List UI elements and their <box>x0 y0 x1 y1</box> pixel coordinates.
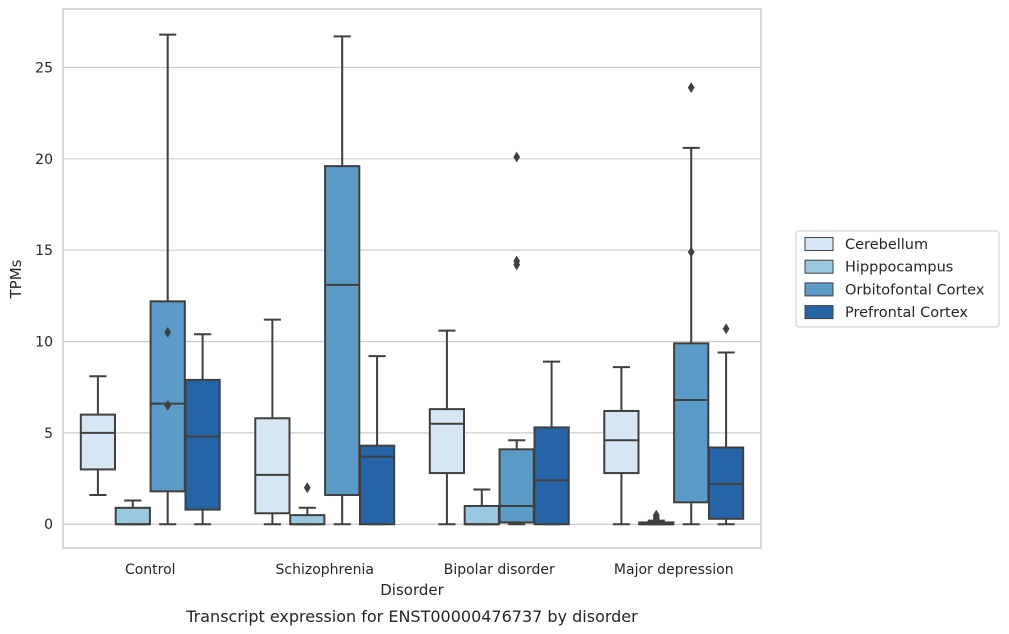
legend: Cerebellum Hipppocampus Orbitofontal Corte… <box>795 230 1000 328</box>
box-group <box>254 318 291 526</box>
outlier-point <box>687 246 695 258</box>
legend-swatch <box>804 305 834 320</box>
legend-frame <box>795 230 1000 328</box>
legend-label: Prefrontal Cortex <box>845 305 968 321</box>
y-tick-label: 10 <box>35 335 53 351</box>
plot-frame <box>62 8 762 549</box>
box-group <box>184 333 221 526</box>
x-tick-label: Control <box>125 562 176 578</box>
box <box>673 342 710 504</box>
outlier-point <box>687 82 695 93</box>
legend-label: Hipppocampus <box>845 260 953 276</box>
outlier-point <box>722 323 730 335</box>
box <box>533 426 570 526</box>
box-group <box>114 499 151 526</box>
legend-swatch <box>804 282 834 297</box>
x-tick-label: Schizophrenia <box>276 562 374 578</box>
box-group <box>358 355 396 526</box>
outlier-point <box>164 327 172 338</box>
legend-label: Orbitofontal Cortex <box>845 282 985 298</box>
box-group <box>289 482 326 526</box>
outlier-point <box>652 509 660 521</box>
box-group <box>498 151 535 526</box>
outlier-point <box>513 255 521 267</box>
box-group <box>79 375 117 497</box>
box <box>114 506 151 526</box>
box <box>428 408 466 475</box>
box <box>324 165 361 497</box>
y-tick-labels: 0 5 10 15 20 25 <box>35 60 53 533</box>
x-tick-label: Major depression <box>614 562 734 578</box>
x-axis-title: Disorder <box>380 581 444 599</box>
box <box>358 444 396 526</box>
box <box>254 417 291 515</box>
box-group <box>324 35 361 526</box>
y-tick-label: 5 <box>44 426 53 442</box>
outlier-point <box>303 482 311 494</box>
chart-caption: Transcript expression for ENST0000047673… <box>185 607 638 626</box>
x-tick-label: Bipolar disorder <box>444 562 555 578</box>
boxes <box>79 33 745 526</box>
box-group <box>533 360 570 526</box>
box-group <box>149 33 186 526</box>
legend-label: Cerebellum <box>845 237 928 253</box>
box <box>463 504 500 526</box>
outlier-point <box>164 400 172 411</box>
x-tick-labels: Control Schizophrenia Bipolar disorder Majo… <box>125 562 734 578</box>
y-tick-label: 20 <box>35 152 53 168</box>
legend-swatch <box>804 259 834 274</box>
box <box>289 514 326 526</box>
box <box>184 378 221 511</box>
box-group <box>638 509 675 526</box>
y-axis-title: TPMs <box>7 259 25 299</box>
y-tick-label: 15 <box>35 243 53 259</box>
box <box>79 413 117 471</box>
box-group <box>603 366 640 526</box>
box-group <box>463 488 500 526</box>
box-group <box>673 82 710 526</box>
y-tick-label: 0 <box>44 517 53 533</box>
box <box>603 409 640 475</box>
y-tick-label: 25 <box>35 60 53 76</box>
legend-swatch <box>804 237 834 251</box>
box-group <box>428 329 466 526</box>
outlier-point <box>513 151 521 163</box>
box-group <box>707 323 745 526</box>
box <box>498 448 535 524</box>
